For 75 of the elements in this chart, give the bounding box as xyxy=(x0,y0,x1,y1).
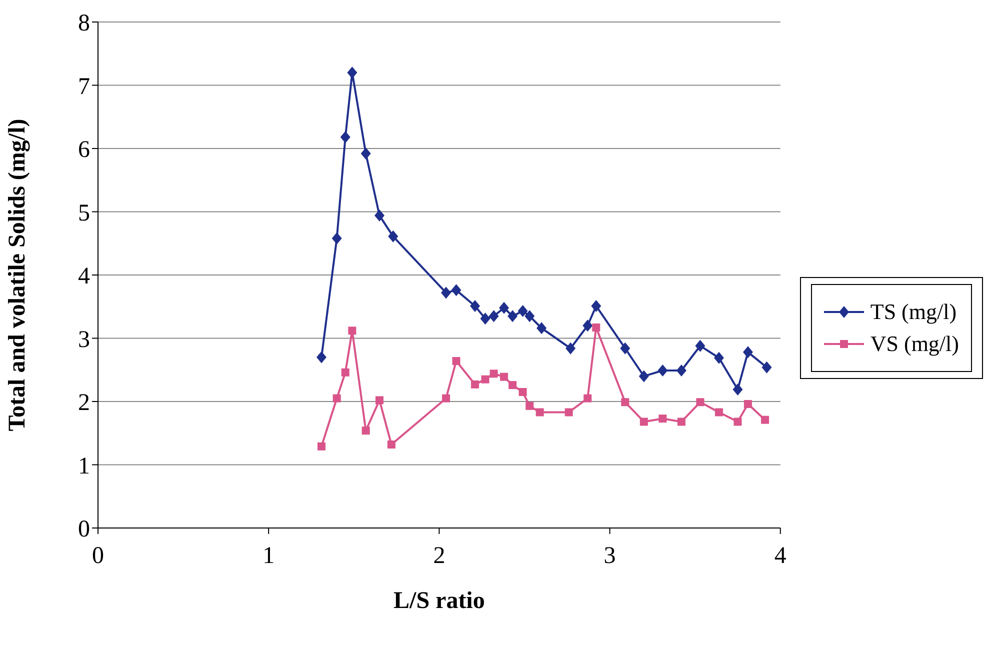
x-tick-label: 1 xyxy=(262,543,275,570)
point xyxy=(742,346,753,358)
point xyxy=(508,381,517,390)
point xyxy=(488,310,499,322)
point xyxy=(470,300,480,312)
point xyxy=(360,148,371,160)
point xyxy=(518,388,527,396)
point xyxy=(451,284,462,296)
point xyxy=(481,375,490,384)
point xyxy=(316,351,326,364)
point xyxy=(341,368,350,376)
point xyxy=(499,302,510,314)
x-axis-title: L/S ratio xyxy=(394,588,485,614)
point xyxy=(658,364,668,377)
y-tick-label: 4 xyxy=(78,264,90,290)
point xyxy=(317,442,326,450)
y-tick-label: 7 xyxy=(78,74,90,100)
point xyxy=(676,364,686,377)
x-tick-label: 4 xyxy=(774,543,786,570)
point xyxy=(564,408,573,416)
point xyxy=(526,402,534,410)
point xyxy=(762,361,772,374)
point xyxy=(387,440,396,449)
y-tick-label: 2 xyxy=(78,390,90,416)
point xyxy=(640,418,648,426)
legend-label: TS (mg/l) xyxy=(870,299,957,325)
y-tick-label: 0 xyxy=(78,516,90,543)
x-tick-label: 3 xyxy=(604,543,616,570)
point xyxy=(471,380,480,388)
point xyxy=(524,310,535,322)
point xyxy=(442,394,450,402)
point xyxy=(761,416,770,424)
y-tick-label: 6 xyxy=(78,137,90,164)
point xyxy=(348,326,356,335)
y-tick-label: 5 xyxy=(78,200,90,226)
point xyxy=(621,398,630,406)
point xyxy=(441,286,452,299)
point xyxy=(734,418,742,426)
point xyxy=(374,210,384,222)
point xyxy=(744,400,752,408)
point xyxy=(714,352,724,364)
point xyxy=(362,426,370,435)
y-tick-label: 8 xyxy=(78,10,90,37)
point xyxy=(658,414,667,423)
point xyxy=(508,310,518,322)
point xyxy=(536,322,547,334)
point xyxy=(518,305,528,318)
point xyxy=(490,370,498,378)
point xyxy=(500,372,508,381)
legend-label: VS (mg/l) xyxy=(870,331,959,357)
y-tick-label: 3 xyxy=(78,326,90,353)
point xyxy=(677,418,686,426)
point xyxy=(582,320,593,332)
point xyxy=(375,396,384,404)
point xyxy=(584,394,592,402)
point xyxy=(591,300,602,312)
point xyxy=(452,357,460,366)
point xyxy=(695,340,706,352)
point xyxy=(536,408,544,416)
point xyxy=(347,66,358,79)
point xyxy=(696,398,704,406)
point xyxy=(714,408,723,416)
point xyxy=(638,370,649,382)
point xyxy=(592,323,600,332)
point xyxy=(566,342,576,354)
y-axis-title: Total and volatile Solids (mg/l) xyxy=(4,118,31,432)
point xyxy=(340,131,350,144)
point xyxy=(332,394,341,402)
point xyxy=(732,383,743,396)
point xyxy=(388,230,398,242)
point xyxy=(620,342,630,354)
point xyxy=(332,232,342,244)
point xyxy=(480,312,490,325)
y-tick-label: 1 xyxy=(78,453,90,480)
x-tick-label: 2 xyxy=(433,543,446,570)
